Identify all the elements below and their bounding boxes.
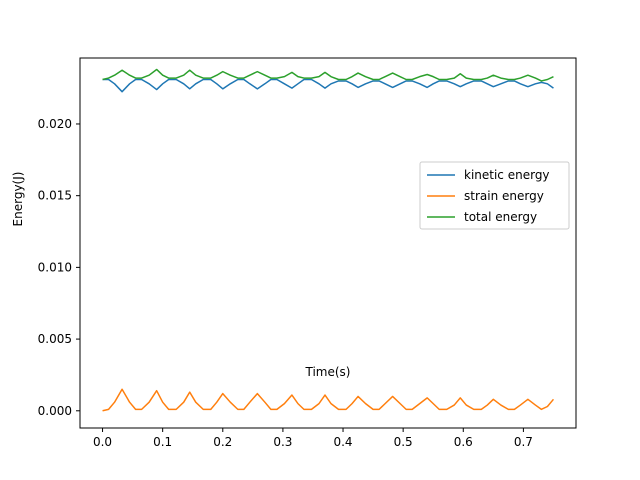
legend-box (419, 161, 570, 230)
x-tick-label: 0.4 (333, 435, 352, 449)
x-tick-label: 0.1 (153, 435, 172, 449)
legend-label-strain-energy: strain energy (464, 189, 544, 203)
y-tick-label: 0.010 (38, 260, 72, 274)
plot-frame (79, 57, 577, 429)
y-tick-label: 0.015 (38, 189, 72, 203)
series-line-strain-energy (102, 388, 555, 412)
y-tick-label: 0.000 (38, 404, 72, 418)
x-tick-label: 0.0 (93, 435, 112, 449)
legend-label-kinetic-energy: kinetic energy (464, 168, 550, 182)
y-axis: 0.000 0.005 0.010 0.015 0.020 (38, 117, 80, 418)
y-tick-label: 0.005 (38, 332, 72, 346)
series-layer (102, 68, 555, 412)
legend-label-total-energy: total energy (464, 210, 537, 224)
y-tick-label: 0.020 (38, 117, 72, 131)
series-line-total-energy (102, 68, 554, 82)
x-axis: 0.0 0.1 0.2 0.3 0.4 0.5 0.6 0.7 (93, 428, 533, 449)
x-tick-label: 0.5 (394, 435, 413, 449)
y-axis-label: Energy(J) (11, 172, 25, 227)
legend: kinetic energy strain energy total energ… (419, 161, 570, 230)
x-axis-label: Time(s) (305, 365, 351, 379)
x-tick-label: 0.7 (514, 435, 533, 449)
x-tick-label: 0.3 (273, 435, 292, 449)
series-line-kinetic-energy (102, 78, 554, 93)
x-tick-label: 0.6 (454, 435, 473, 449)
x-tick-label: 0.2 (213, 435, 232, 449)
